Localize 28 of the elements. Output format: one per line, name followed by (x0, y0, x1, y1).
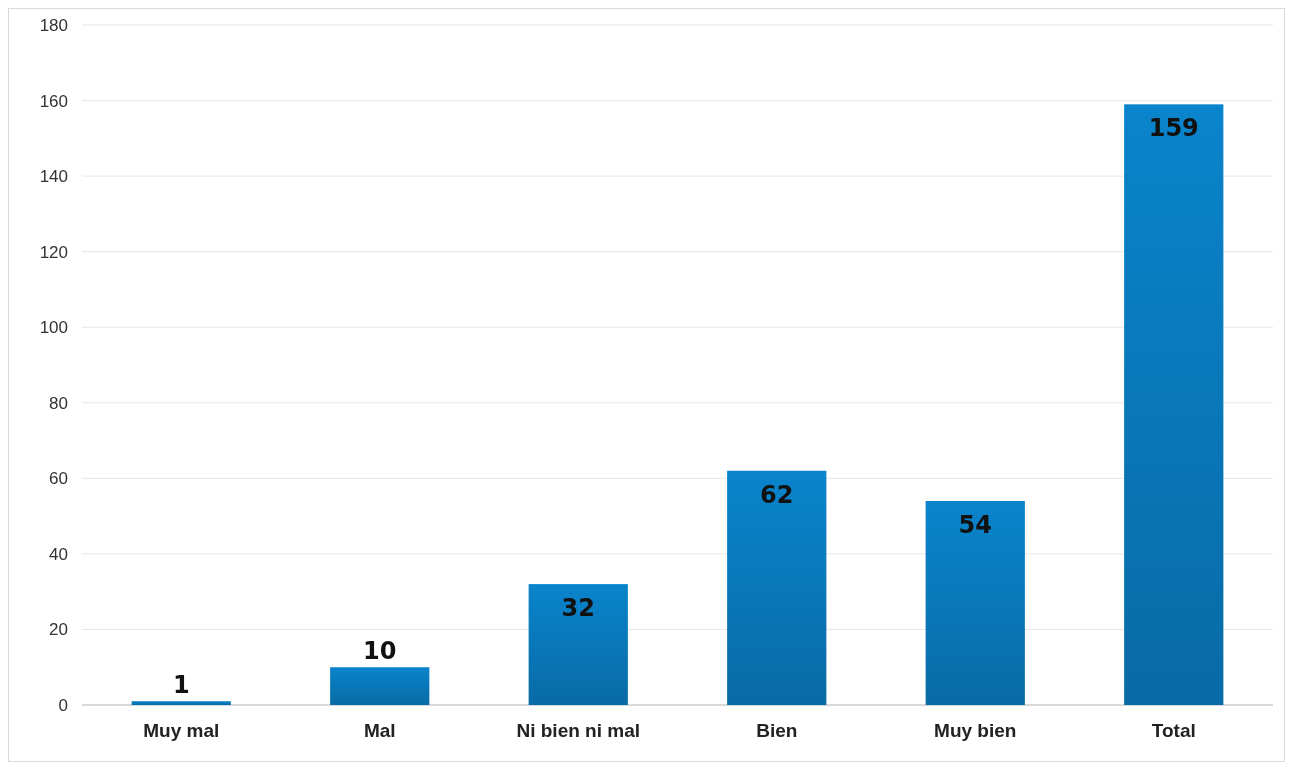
y-tick-label: 100 (39, 318, 68, 338)
x-tick-label: Mal (363, 720, 396, 741)
data-label: 62 (760, 480, 794, 509)
bar (330, 667, 430, 705)
data-label: 159 (1148, 114, 1199, 143)
x-tick-label: Bien (756, 720, 798, 741)
x-tick-label: Total (1151, 720, 1196, 741)
y-tick-label: 180 (39, 16, 68, 35)
data-label: 54 (958, 511, 992, 539)
x-tick-label: Muy mal (143, 720, 220, 741)
y-tick-label: 80 (49, 393, 68, 413)
y-tick-label: 0 (58, 696, 68, 715)
y-tick-label: 140 (39, 167, 68, 187)
data-label: 1 (172, 671, 190, 700)
x-tick-label: Muy bien (934, 720, 1017, 741)
y-tick-label: 120 (39, 242, 68, 262)
bar (131, 701, 231, 705)
x-tick-label: Ni bien ni mal (516, 720, 641, 741)
data-label: 32 (561, 594, 595, 623)
bar (1124, 104, 1224, 705)
data-label: 10 (363, 637, 397, 666)
y-tick-label: 160 (39, 91, 68, 111)
y-tick-label: 20 (49, 620, 68, 640)
bar (925, 501, 1025, 705)
bar (727, 470, 827, 705)
y-tick-label: 60 (49, 469, 68, 489)
bar (528, 584, 628, 705)
y-tick-label: 40 (49, 544, 68, 564)
